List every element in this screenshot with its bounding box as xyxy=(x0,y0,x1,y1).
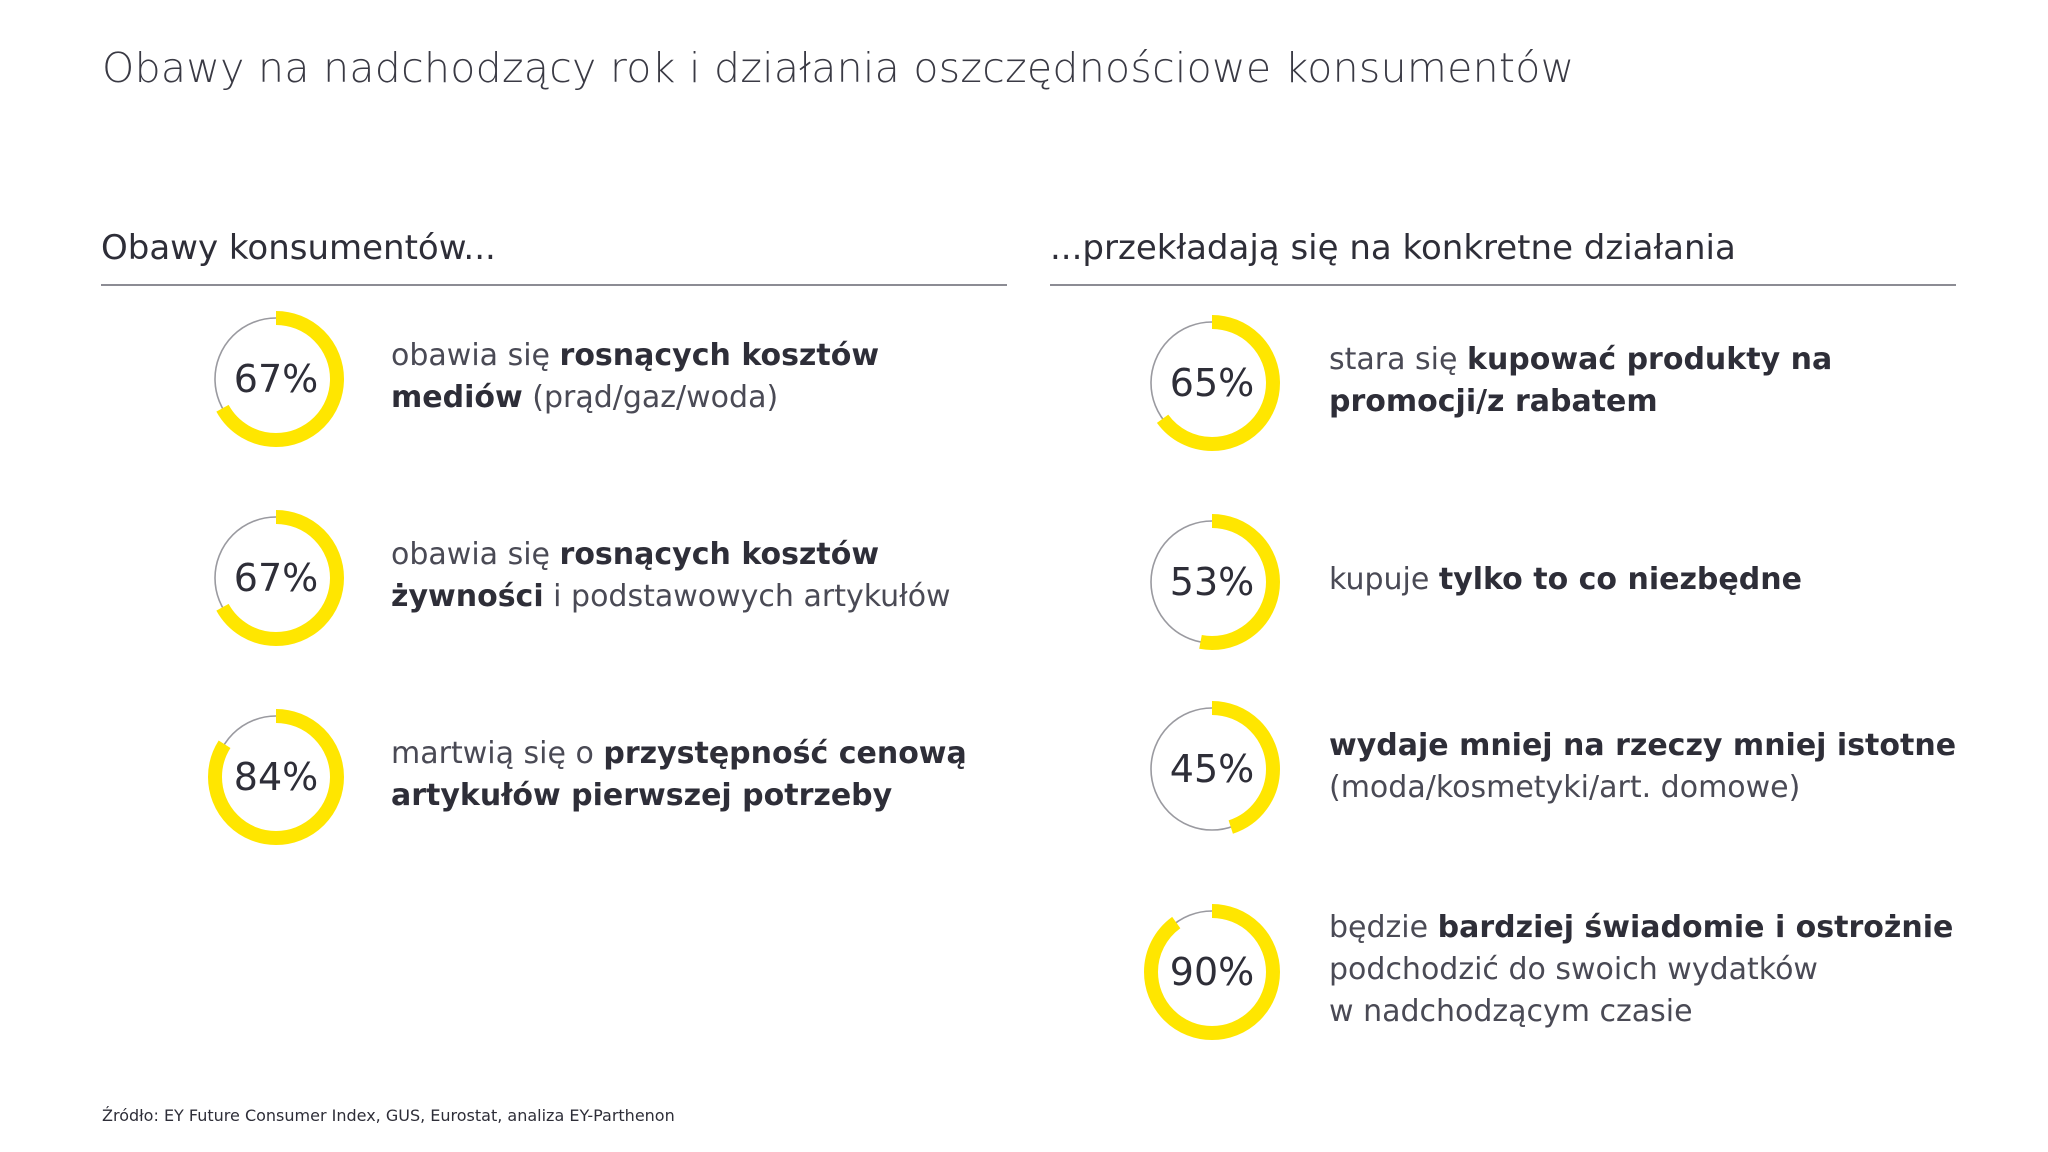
percentage-label: 84% xyxy=(233,755,319,799)
stat-description: obawia się rosnących kosztów żywności i p… xyxy=(391,534,951,618)
donut-svg xyxy=(208,709,344,845)
description-bold-text: rosnących kosztów xyxy=(559,537,880,572)
right-column-heading: ...przekładają się na konkretne działani… xyxy=(1050,228,1736,268)
donut-value-arc xyxy=(1144,701,1280,837)
description-text: obawia się xyxy=(391,537,560,572)
left-divider xyxy=(101,284,1007,286)
page-title: Obawy na nadchodzący rok i działania osz… xyxy=(102,44,1575,92)
percentage-label: 90% xyxy=(1169,950,1255,994)
stat-description: martwią się o przystępność cenową artykuł… xyxy=(391,733,967,817)
description-text: podchodzić do swoich wydatków xyxy=(1329,952,1818,987)
description-bold-text: wydaje mniej na rzeczy mniej istotne xyxy=(1329,728,1957,763)
donut-gauge: 84% xyxy=(206,707,346,847)
description-text: i podstawowych artykułów xyxy=(543,579,951,614)
percentage-label: 67% xyxy=(233,556,319,600)
right-stat-item: 53% xyxy=(1142,512,1280,652)
description-bold-text: tylko to co niezbędne xyxy=(1438,562,1802,597)
percentage-label: 67% xyxy=(233,357,319,401)
right-stat-item: 65% xyxy=(1142,313,1280,453)
right-stat-item: 90% xyxy=(1142,902,1280,1042)
donut-value-arc xyxy=(208,311,344,447)
donut-gauge: 67% xyxy=(206,508,346,648)
source-note: Źródło: EY Future Consumer Index, GUS, E… xyxy=(102,1106,675,1125)
description-text: w nadchodzącym czasie xyxy=(1329,994,1693,1029)
description-text: obawia się xyxy=(391,338,560,373)
description-text: stara się xyxy=(1329,342,1467,377)
description-text: (prąd/gaz/woda) xyxy=(522,380,779,415)
description-bold-text: promocji/z rabatem xyxy=(1329,384,1658,419)
donut-value-arc xyxy=(1144,315,1280,451)
stat-description: stara się kupować produkty na promocji/z … xyxy=(1329,339,1832,423)
left-column-heading: Obawy konsumentów... xyxy=(101,228,496,268)
description-bold-text: artykułów pierwszej potrzeby xyxy=(391,778,893,813)
donut-gauge: 67% xyxy=(206,309,346,449)
percentage-label: 65% xyxy=(1169,361,1255,405)
description-bold-text: mediów xyxy=(391,380,523,415)
stat-description: wydaje mniej na rzeczy mniej istotne (mod… xyxy=(1329,725,1956,809)
donut-svg xyxy=(1144,514,1280,650)
description-bold-text: przystępność cenową xyxy=(603,736,967,771)
description-text: będzie xyxy=(1329,910,1438,945)
percentage-label: 45% xyxy=(1169,747,1255,791)
description-text: (moda/kosmetyki/art. domowe) xyxy=(1329,770,1801,805)
donut-value-arc xyxy=(1144,904,1280,1040)
donut-value-arc xyxy=(208,510,344,646)
stat-description: będzie bardziej świadomie i ostrożnie pod… xyxy=(1329,907,1953,1033)
donut-svg xyxy=(1144,701,1280,837)
left-stat-item: 67% xyxy=(206,309,344,449)
description-bold-text: bardziej świadomie i ostrożnie xyxy=(1437,910,1954,945)
donut-gauge: 65% xyxy=(1142,313,1282,453)
donut-gauge: 53% xyxy=(1142,512,1282,652)
donut-gauge: 45% xyxy=(1142,699,1282,839)
donut-value-arc xyxy=(1144,514,1280,650)
description-bold-text: żywności xyxy=(391,579,544,614)
donut-gauge: 90% xyxy=(1142,902,1282,1042)
left-stat-item: 84% xyxy=(206,707,344,847)
description-bold-text: kupować produkty na xyxy=(1467,342,1833,377)
stat-description: obawia się rosnących kosztów mediów (prąd… xyxy=(391,335,879,419)
donut-value-arc xyxy=(208,709,344,845)
donut-svg xyxy=(208,311,344,447)
right-stat-item: 45% xyxy=(1142,699,1280,839)
description-bold-text: rosnących kosztów xyxy=(559,338,880,373)
description-text: martwią się o xyxy=(391,736,604,771)
donut-svg xyxy=(1144,904,1280,1040)
donut-svg xyxy=(208,510,344,646)
stat-description: kupuje tylko to co niezbędne xyxy=(1329,559,1802,601)
description-text: kupuje xyxy=(1329,562,1439,597)
left-stat-item: 67% xyxy=(206,508,344,648)
percentage-label: 53% xyxy=(1169,560,1255,604)
right-divider xyxy=(1050,284,1956,286)
donut-svg xyxy=(1144,315,1280,451)
